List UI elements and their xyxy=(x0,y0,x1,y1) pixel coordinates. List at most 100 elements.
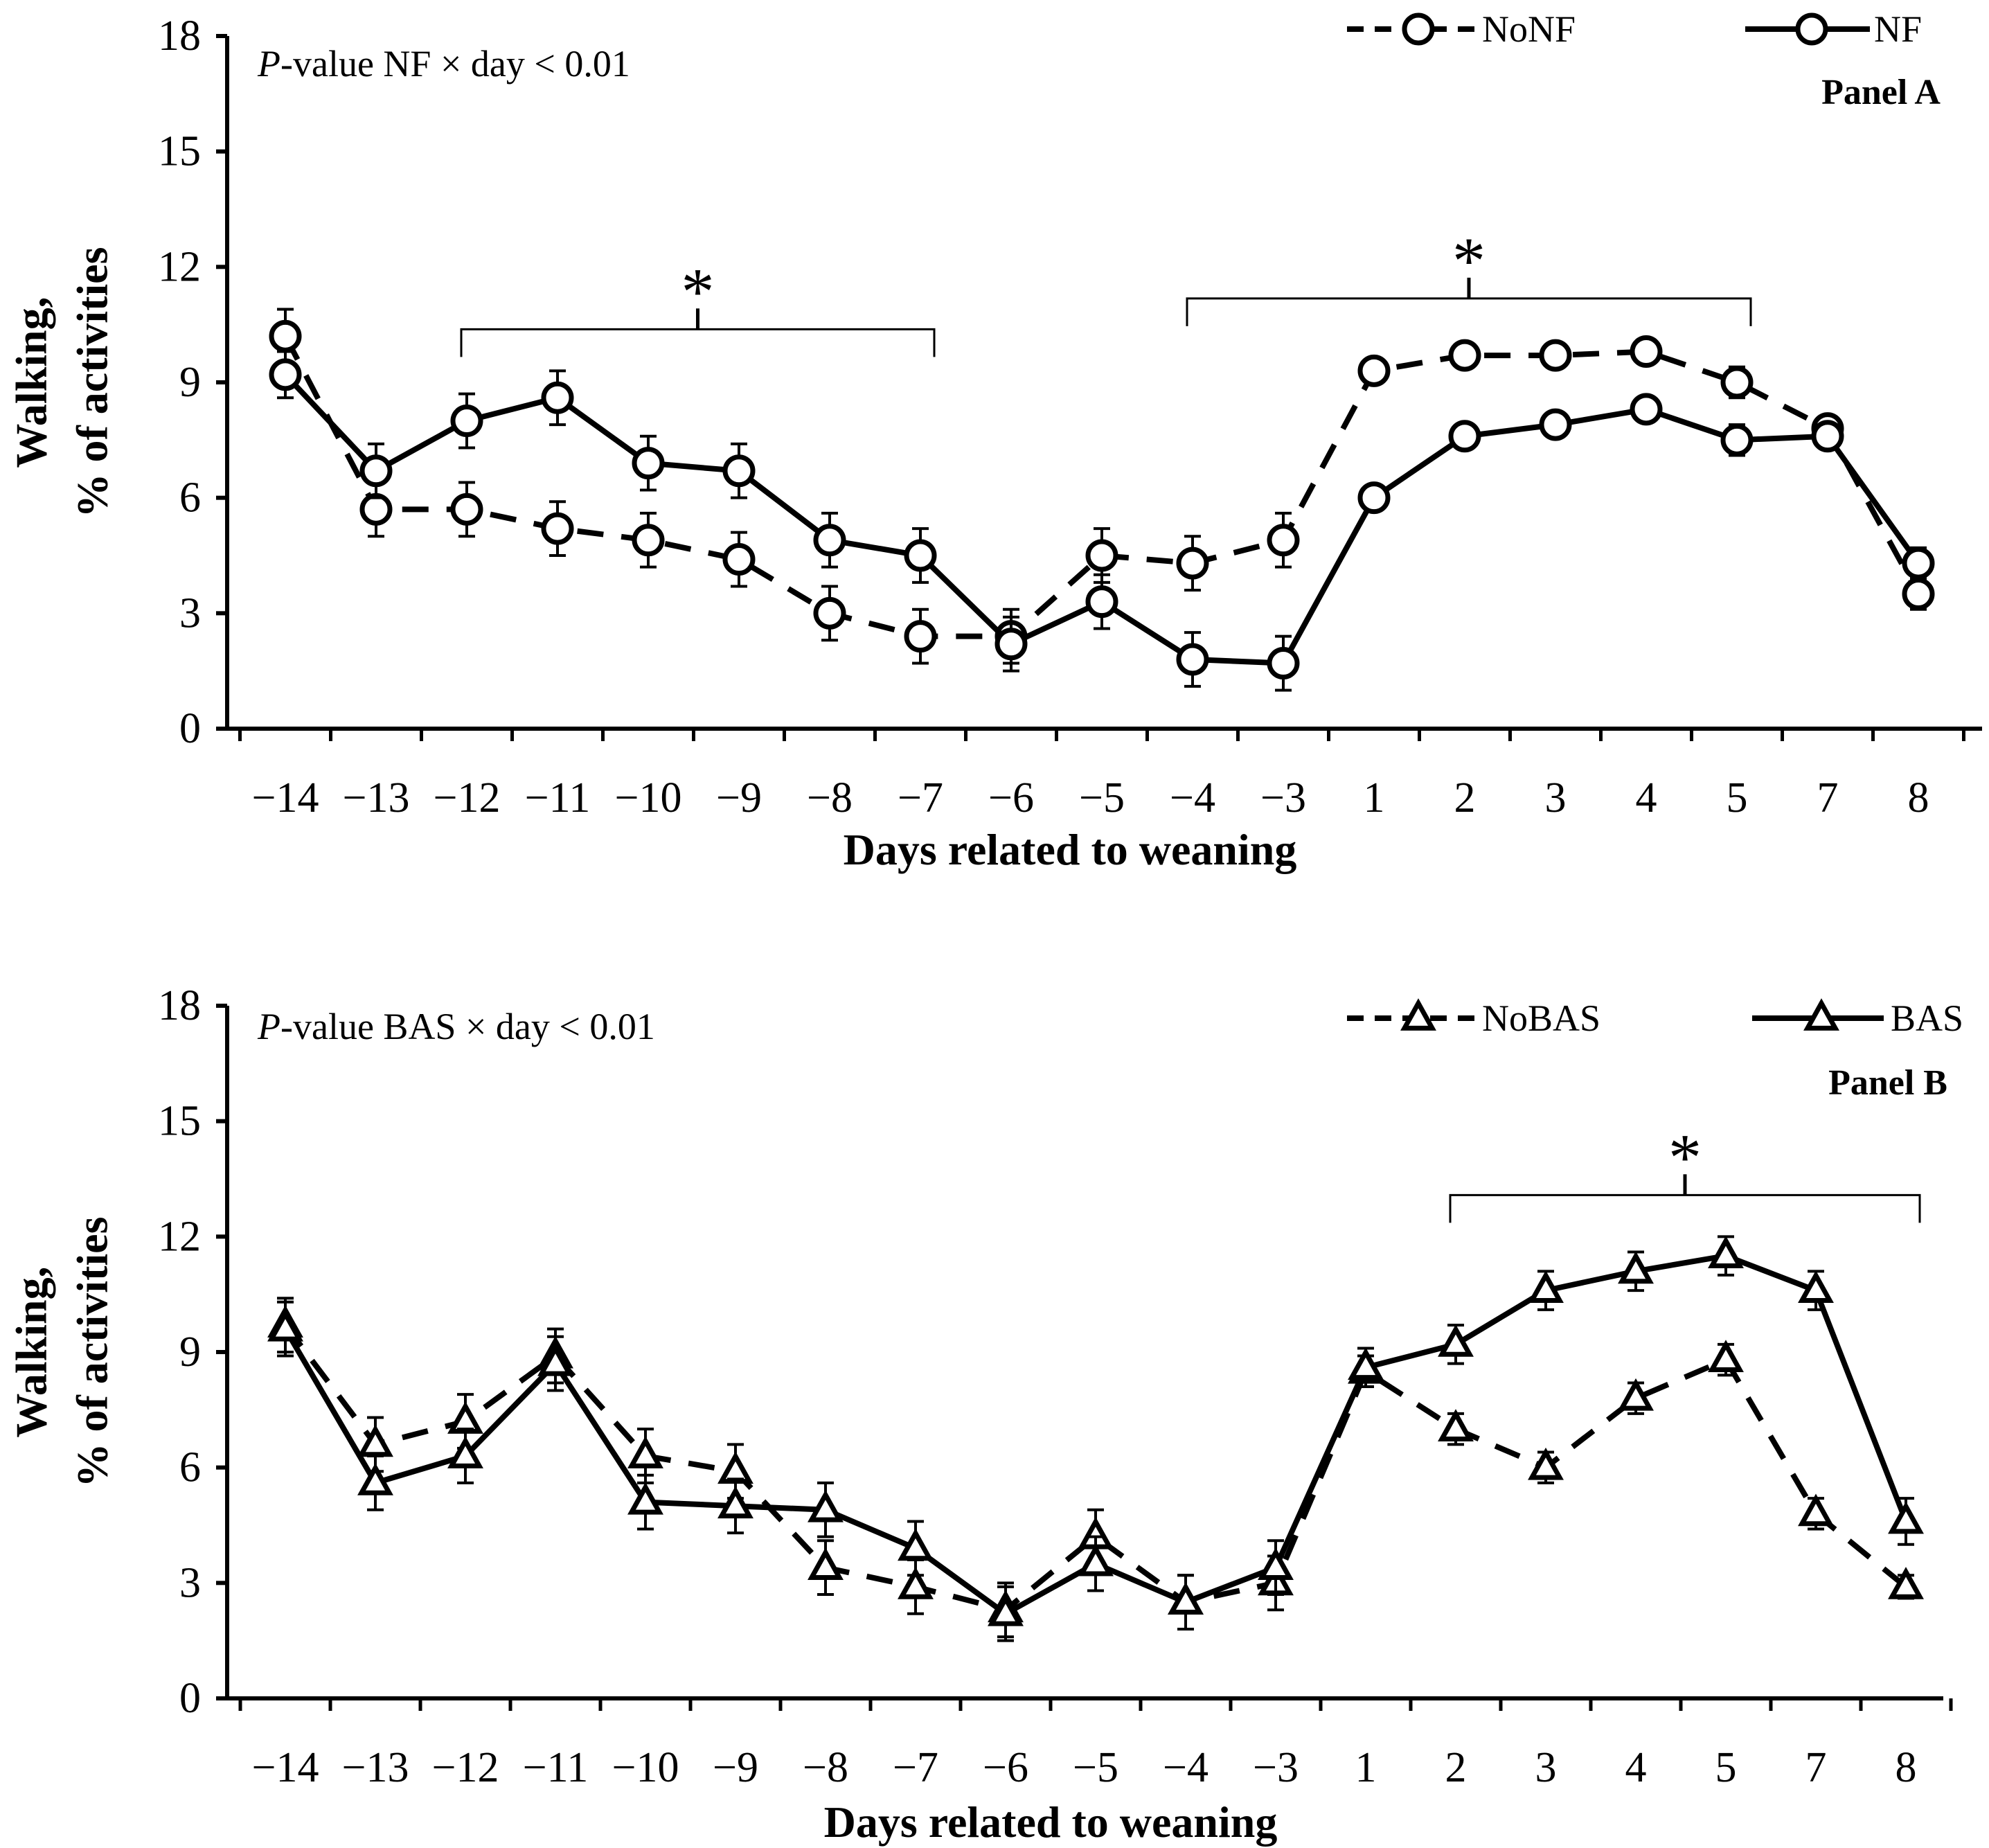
data-point xyxy=(632,524,665,557)
legend: NoBAS BAS xyxy=(1347,997,1963,1039)
y-tick-label: 0 xyxy=(179,705,201,752)
legend-marker-bas xyxy=(1803,998,1839,1031)
data-point xyxy=(1438,1324,1474,1357)
series-bas xyxy=(267,1235,1924,1642)
data-point xyxy=(1708,1236,1744,1269)
data-point xyxy=(722,543,756,576)
x-tick-label: −8 xyxy=(803,1744,848,1791)
data-point xyxy=(1720,423,1754,456)
y-axis-title-line2: % of activities xyxy=(68,247,117,518)
data-point xyxy=(357,1424,393,1457)
bracket-line xyxy=(1449,1193,1921,1223)
data-point xyxy=(450,405,483,438)
data-point xyxy=(1798,1493,1834,1527)
data-point xyxy=(808,1489,844,1522)
data-point xyxy=(1258,1547,1294,1581)
data-point xyxy=(1168,1582,1204,1615)
x-tick-label: 7 xyxy=(1805,1744,1827,1791)
legend-label-nf: NF xyxy=(1874,8,1922,50)
data-point xyxy=(1528,1447,1564,1480)
data-point xyxy=(541,512,574,545)
x-tick-label: 5 xyxy=(1715,1744,1737,1791)
x-tick-label: −14 xyxy=(252,1744,319,1791)
data-point xyxy=(269,319,302,353)
y-tick-label: 12 xyxy=(158,1213,201,1260)
p-value-rest: -value BAS × day < 0.01 xyxy=(280,1006,655,1047)
x-tick-label: −7 xyxy=(893,1744,938,1791)
x-tick-label: −13 xyxy=(342,1744,409,1791)
data-point xyxy=(1630,335,1663,368)
data-point xyxy=(1528,1270,1564,1304)
data-point xyxy=(808,1547,844,1581)
significance-star: * xyxy=(1452,224,1486,298)
data-point xyxy=(904,539,937,572)
bracket-line xyxy=(1186,297,1752,326)
x-tick-label: −3 xyxy=(1253,1744,1299,1791)
data-point xyxy=(541,381,574,414)
data-point xyxy=(357,1463,393,1495)
data-point xyxy=(1176,547,1209,580)
y-axis-title-line1: Walking, xyxy=(7,1266,56,1437)
p-value-italic: P xyxy=(257,43,280,85)
x-tick-label: 7 xyxy=(1817,774,1839,821)
data-point xyxy=(1438,1409,1474,1442)
bracket-line xyxy=(460,328,936,357)
data-point xyxy=(813,524,846,557)
data-point xyxy=(1267,647,1300,680)
legend-label-nonf: NoNF xyxy=(1482,8,1576,50)
data-point xyxy=(1085,585,1118,619)
y-tick-label: 6 xyxy=(179,1444,201,1491)
x-tick-label: 3 xyxy=(1545,774,1567,821)
significance-bracket: * xyxy=(460,254,936,357)
x-axis-title: Days related to weaning xyxy=(844,825,1297,874)
x-tick-label: 1 xyxy=(1355,1744,1377,1791)
y-tick-label: 6 xyxy=(179,474,201,522)
y-tick-label: 0 xyxy=(179,1675,201,1722)
x-tick-label: −9 xyxy=(716,774,762,821)
x-tick-label: −9 xyxy=(713,1744,758,1791)
x-tick-label: −4 xyxy=(1163,1744,1208,1791)
y-tick-label: 15 xyxy=(158,1098,201,1145)
significance-star: * xyxy=(681,254,715,328)
x-tick-label: −3 xyxy=(1260,774,1306,821)
data-point xyxy=(1720,366,1754,399)
data-point xyxy=(904,620,937,653)
x-tick-label: −13 xyxy=(343,774,410,821)
legend-marker-nonf xyxy=(1402,12,1435,46)
panel-label: Panel A xyxy=(1821,73,1941,112)
data-point xyxy=(1539,408,1572,441)
data-point xyxy=(988,1593,1024,1626)
y-axis-title-line1: Walking, xyxy=(7,296,56,468)
p-value-annotation: P-value NF × day < 0.01 xyxy=(257,43,630,85)
p-value-annotation: P-value BAS × day < 0.01 xyxy=(257,1006,655,1047)
x-tick-label: 4 xyxy=(1636,774,1657,821)
x-axis-title: Days related to weaning xyxy=(824,1797,1278,1847)
data-point xyxy=(447,1436,483,1468)
data-point xyxy=(1888,1567,1924,1599)
data-point xyxy=(1448,420,1481,453)
data-point xyxy=(1348,1347,1384,1380)
data-point xyxy=(1085,539,1118,572)
x-tick-label: 8 xyxy=(1908,774,1929,821)
y-tick-label: 3 xyxy=(179,1559,201,1606)
data-point xyxy=(627,1482,663,1515)
data-point xyxy=(450,492,483,526)
significance-star: * xyxy=(1668,1120,1702,1194)
data-point xyxy=(1078,1543,1114,1576)
x-tick-label: −10 xyxy=(615,774,682,821)
x-tick-label: −11 xyxy=(523,1744,589,1791)
data-point xyxy=(359,492,393,526)
x-tick-label: −6 xyxy=(988,774,1034,821)
data-point xyxy=(359,454,393,488)
panel-label: Panel B xyxy=(1828,1063,1947,1103)
x-tick-label: 1 xyxy=(1364,774,1385,821)
x-tick-label: 4 xyxy=(1625,1744,1647,1791)
x-tick-label: 2 xyxy=(1445,1744,1467,1791)
data-point xyxy=(898,1528,934,1561)
data-point xyxy=(1448,339,1481,372)
data-point xyxy=(267,1308,303,1342)
data-point xyxy=(717,1451,753,1484)
y-tick-label: 12 xyxy=(158,243,201,290)
legend: NoNF NF xyxy=(1347,8,1922,50)
